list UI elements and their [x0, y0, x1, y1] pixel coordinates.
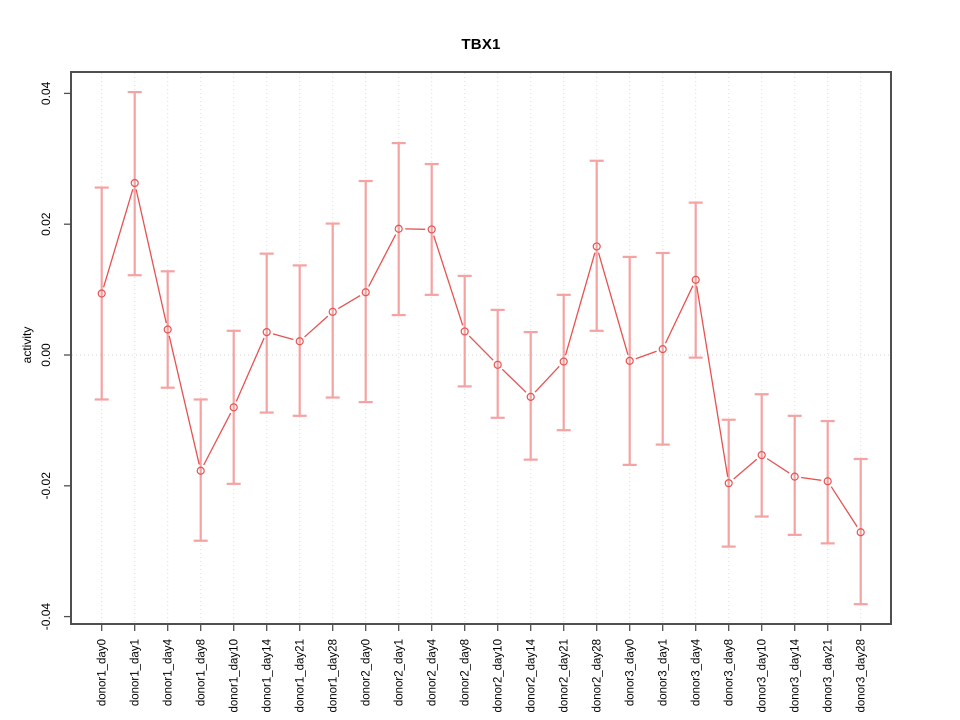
series-line-segment: [501, 368, 527, 393]
data-point: [130, 178, 139, 188]
x-tick-label: donor3_day1: [658, 639, 670, 706]
x-tick-label: donor1_day28: [328, 639, 340, 713]
data-point: [460, 327, 469, 336]
series-line-segment: [304, 315, 329, 338]
y-tick-label: 0.04: [39, 81, 53, 105]
series-line-segment: [168, 335, 200, 465]
data-point: [691, 275, 700, 284]
data-point: [526, 392, 535, 401]
series-line-segment: [801, 476, 822, 481]
x-tick-label: donor1_day10: [229, 639, 241, 713]
x-tick-label: donor2_day14: [526, 638, 538, 712]
y-tick-label: -0.04: [39, 603, 53, 631]
plot-frame: [70, 71, 892, 625]
data-point: [427, 225, 436, 234]
x-tick-label: donor2_day1: [394, 639, 406, 706]
data-point: [790, 472, 799, 481]
data-point: [658, 345, 667, 354]
series-line-segment: [135, 189, 167, 324]
series-line-segment: [433, 235, 464, 326]
y-tick-label: 0.00: [39, 343, 53, 367]
series-line-segment: [337, 294, 361, 310]
x-tick-label: donor3_day10: [757, 639, 769, 713]
x-tick-label: donor3_day8: [724, 639, 736, 706]
x-tick-label: donor1_day1: [130, 639, 142, 706]
series-line-segment: [102, 189, 134, 288]
x-tick-label: donor2_day8: [460, 639, 472, 706]
x-tick-label: donor2_day4: [427, 638, 439, 706]
y-tick-label: 0.02: [39, 212, 53, 236]
x-tick-label: donor3_day0: [625, 639, 637, 706]
data-point: [229, 403, 238, 412]
data-point: [559, 357, 568, 366]
series-line-segment: [664, 285, 694, 344]
series-line-segment: [203, 412, 232, 466]
x-tick-label: donor2_day28: [592, 639, 604, 713]
x-tick-label: donor1_day4: [163, 638, 175, 706]
data-point: [328, 307, 337, 316]
x-tick-label: donor3_day14: [790, 638, 802, 712]
x-tick-label: donor2_day21: [559, 639, 571, 713]
series-line-segment: [534, 365, 560, 393]
x-tick-label: donor1_day21: [295, 639, 307, 713]
series-line-segment: [468, 335, 494, 361]
series-line-segment: [368, 234, 397, 287]
data-point: [196, 466, 205, 475]
chart-title: TBX1: [461, 36, 501, 53]
data-point: [757, 450, 766, 460]
data-point: [163, 325, 172, 334]
data-point: [625, 356, 634, 365]
y-tick-label: -0.02: [39, 472, 53, 500]
series-line-segment: [235, 337, 265, 402]
data-point: [856, 528, 865, 537]
series-line-segment: [564, 252, 596, 356]
data-point: [592, 242, 601, 251]
series-line-segment: [272, 333, 294, 341]
data-point: [724, 479, 733, 488]
data-point: [493, 360, 502, 369]
data-point: [361, 288, 370, 297]
data-point: [97, 289, 106, 298]
data-point: [262, 328, 271, 337]
series-line-segment: [766, 458, 790, 474]
x-tick-label: donor1_day0: [97, 639, 109, 706]
series-line-segment: [830, 486, 858, 528]
x-tick-label: donor3_day28: [856, 639, 868, 713]
x-tick-label: donor2_day0: [361, 639, 373, 706]
data-point: [394, 224, 403, 233]
x-tick-label: donor1_day8: [196, 639, 208, 706]
x-tick-label: donor3_day21: [823, 639, 835, 713]
x-tick-label: donor2_day10: [493, 639, 505, 713]
series-line-segment: [635, 350, 657, 360]
series-line-segment: [597, 252, 629, 355]
x-tick-label: donor3_day4: [691, 638, 703, 706]
data-point: [823, 477, 832, 486]
series-line-segment: [733, 458, 758, 480]
x-tick-label: donor1_day14: [262, 638, 274, 712]
series-line-segment: [696, 286, 729, 477]
data-point: [295, 337, 304, 346]
